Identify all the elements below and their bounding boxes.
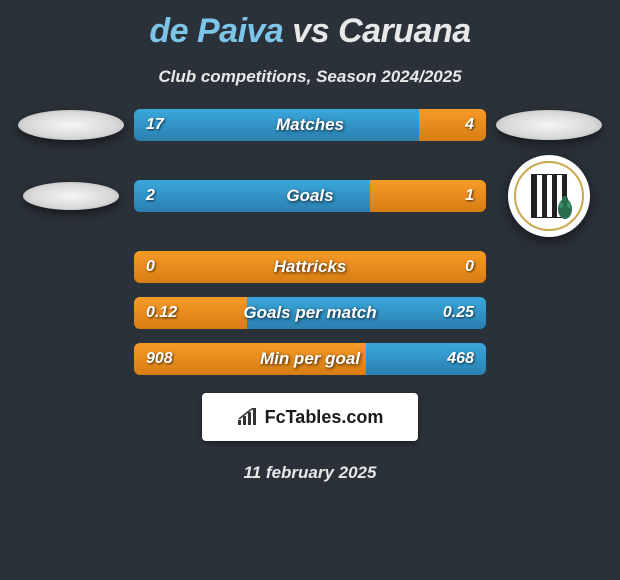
stat-row-mpg: 908 468 Min per goal [8,343,612,375]
left-badge-col [8,182,134,210]
stat-bar: 0 0 Hattricks [134,251,486,283]
stat-row-hattricks: 0 0 Hattricks [8,251,612,283]
stat-bar: 17 4 Matches [134,109,486,141]
left-badge-col [8,110,134,140]
stat-right-value: 4 [419,109,486,141]
player1-badge-ellipse [18,110,124,140]
stat-bar: 0.12 0.25 Goals per match [134,297,486,329]
player1-badge-ellipse-2 [23,182,119,210]
stat-bar: 2 1 Goals [134,180,486,212]
club-crest [508,155,590,237]
stat-label: Goals per match [243,303,376,323]
peacock-icon [554,191,576,221]
stat-right-value: 1 [370,180,486,212]
stat-left-value: 2 [134,180,370,212]
player2-badge-ellipse [496,110,602,140]
stat-row-matches: 17 4 Matches [8,109,612,141]
vs-text: vs [292,12,329,50]
stat-row-gpm: 0.12 0.25 Goals per match [8,297,612,329]
fctables-logo[interactable]: FcTables.com [202,393,418,441]
page-title: de Paiva vs Caruana [8,0,612,55]
stat-label: Hattricks [274,257,347,277]
player2-name: Caruana [338,12,471,50]
stat-label: Goals [286,186,333,206]
bars-col: 0.12 0.25 Goals per match [134,297,486,329]
right-badge-col [486,155,612,237]
player1-name: de Paiva [149,12,283,50]
chart-icon [237,408,259,426]
stat-right-value: 468 [366,343,486,375]
stat-label: Min per goal [260,349,360,369]
bars-col: 908 468 Min per goal [134,343,486,375]
right-badge-col [486,110,612,140]
stat-label: Matches [276,115,344,135]
bars-col: 2 1 Goals [134,180,486,212]
bars-col: 17 4 Matches [134,109,486,141]
stat-left-value: 0.12 [134,297,247,329]
date-text: 11 february 2025 [8,453,612,483]
subtitle: Club competitions, Season 2024/2025 [8,55,612,109]
logo-text: FcTables.com [265,407,384,428]
stat-bar: 908 468 Min per goal [134,343,486,375]
stat-row-goals: 2 1 Goals [8,155,612,237]
bars-col: 0 0 Hattricks [134,251,486,283]
crest-inner [514,161,584,231]
comparison-widget: de Paiva vs Caruana Club competitions, S… [0,0,620,483]
